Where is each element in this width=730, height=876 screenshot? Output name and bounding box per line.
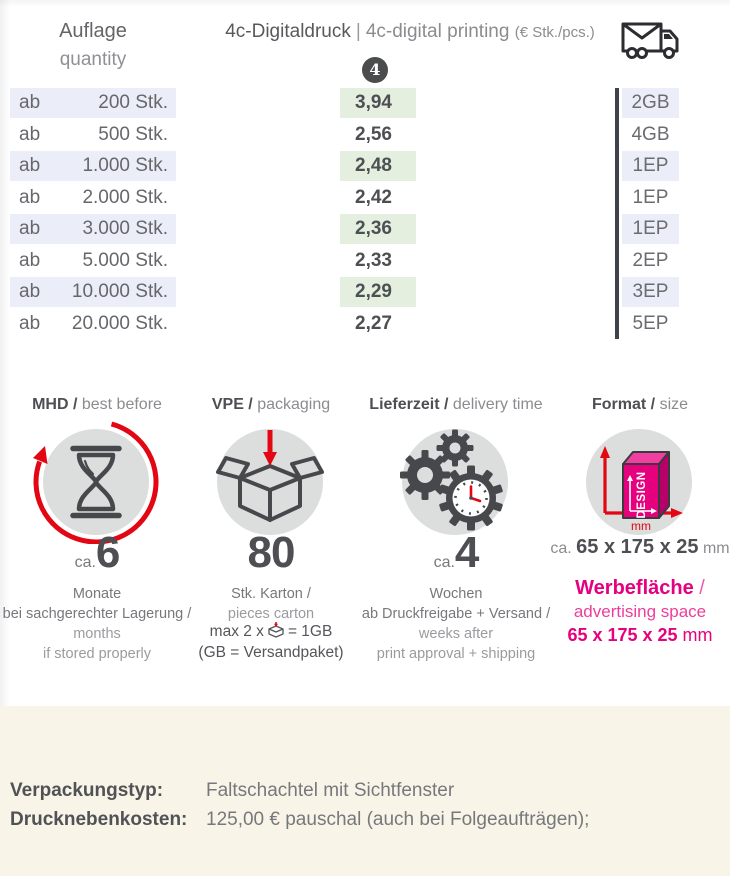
section-title: Format / size bbox=[591, 396, 689, 413]
hourglass-icon bbox=[32, 418, 162, 549]
column-number-badge: 4 bbox=[362, 57, 388, 83]
packaging-cell: 1EP bbox=[622, 151, 679, 181]
print-costs-label: Drucknebenkosten: bbox=[10, 809, 188, 830]
page-top-shadow bbox=[0, 0, 730, 7]
quantity-cell: ab 1.000 Stk. bbox=[10, 151, 176, 181]
packaging-cell: 5EP bbox=[632, 312, 669, 334]
table-row: ab 2.000 Stk. 2,42 1EP bbox=[0, 183, 730, 213]
advertising-space-block: Werbefläche / advertising space 65 x 175… bbox=[525, 576, 730, 648]
shelf-life-notes: Monate bei sachgerechter Lagerung / mont… bbox=[2, 586, 192, 662]
price-cell: 2,27 bbox=[355, 312, 392, 334]
quantity-cell: ab 200 Stk. bbox=[10, 88, 176, 118]
mini-box-icon bbox=[267, 622, 285, 642]
section-format: Format / size D bbox=[545, 396, 730, 645]
shelf-life-value: ca.6 bbox=[74, 528, 121, 577]
advertising-space-title-en: advertising space bbox=[573, 602, 707, 621]
price-cell: 2,29 bbox=[340, 277, 416, 307]
table-row: ab 20.000 Stk. 2,27 5EP bbox=[0, 309, 730, 339]
table-row: ab 10.000 Stk. 2,29 3EP bbox=[0, 277, 730, 307]
quantity-cell: ab 3.000 Stk. bbox=[10, 214, 176, 244]
print-title-de: 4c-Digitaldruck bbox=[225, 21, 351, 42]
quantity-cell: ab 20.000 Stk. bbox=[19, 312, 168, 334]
section-delivery-time: Lieferzeit / delivery time bbox=[361, 396, 551, 662]
carton-quantity-value: 80 bbox=[247, 528, 296, 577]
format-size-value: ca. 65 x 175 x 25 mm bbox=[550, 536, 730, 558]
packaging-divider-rule bbox=[615, 88, 619, 339]
table-row: ab 5.000 Stk. 2,33 2EP bbox=[0, 246, 730, 276]
mm-axis-label: mm bbox=[631, 519, 651, 533]
design-label: DESIGN bbox=[636, 471, 648, 518]
section-best-before: MHD / best before ca.6 Monate be bbox=[2, 396, 192, 662]
packaging-cell: 2GB bbox=[622, 88, 679, 118]
price-cell: 2,48 bbox=[340, 151, 416, 181]
section-title: Lieferzeit / delivery time bbox=[369, 396, 543, 413]
print-title-en: 4c-digital printing bbox=[365, 21, 510, 42]
packaging-type-label: Verpackungstyp: bbox=[10, 780, 164, 801]
delivery-notes: Wochen ab Druckfreigabe + Versand / week… bbox=[361, 586, 551, 662]
shipping-package-note: max 2 x = 1GB (GB = Versandpaket) bbox=[198, 622, 344, 661]
advertising-space-title: Werbefläche / bbox=[575, 577, 705, 599]
gears-clock-icon bbox=[391, 418, 521, 549]
table-row: ab 3.000 Stk. 2,36 1EP bbox=[0, 214, 730, 244]
price-cell: 3,94 bbox=[340, 88, 416, 118]
table-row: ab 500 Stk. 2,56 4GB bbox=[0, 120, 730, 150]
packaging-cell: 1EP bbox=[622, 214, 679, 244]
packaging-cell: 4GB bbox=[631, 123, 670, 145]
auflage-label: Auflage bbox=[59, 20, 127, 42]
carton-notes: Stk. Karton / pieces carton bbox=[227, 586, 315, 622]
section-title: MHD / best before bbox=[32, 396, 162, 413]
page-left-shadow bbox=[0, 0, 10, 876]
price-cell: 2,56 bbox=[355, 123, 392, 145]
unit-note: (€ Stk./pcs.) bbox=[514, 24, 595, 41]
packaging-cell: 1EP bbox=[632, 186, 669, 208]
print-costs-row: Drucknebenkosten: 125,00 € pauschal (auch… bbox=[10, 805, 720, 834]
quantity-cell: ab 500 Stk. bbox=[19, 123, 168, 145]
table-row: ab 200 Stk. 3,94 2GB bbox=[0, 88, 730, 118]
packaging-cell: 3EP bbox=[622, 277, 679, 307]
mail-truck-icon bbox=[620, 19, 690, 68]
table-row: ab 1.000 Stk. 2,48 1EP bbox=[0, 151, 730, 181]
print-costs-value: 125,00 € pauschal (auch bei Folgeaufträg… bbox=[206, 809, 590, 830]
price-cell: 2,33 bbox=[355, 249, 392, 271]
open-box-icon bbox=[206, 418, 336, 549]
packaging-type-value: Faltschachtel mit Sichtfenster bbox=[206, 780, 455, 801]
details-panel: Verpackungstyp: Faltschachtel mit Sichtfe… bbox=[0, 706, 730, 876]
section-packaging: VPE / packaging 80 Stk. Karton / bbox=[176, 396, 366, 661]
quantity-cell: ab 2.000 Stk. bbox=[19, 186, 168, 208]
print-type-header: 4c-Digitaldruck | 4c-digital printing (€ S… bbox=[175, 21, 645, 43]
quantity-cell: ab 5.000 Stk. bbox=[19, 249, 168, 271]
price-cell: 2,42 bbox=[355, 186, 392, 208]
title-separator: | bbox=[355, 21, 361, 42]
quantity-label: quantity bbox=[59, 49, 127, 70]
price-cell: 2,36 bbox=[340, 214, 416, 244]
section-title: VPE / packaging bbox=[211, 396, 331, 413]
packaging-type-row: Verpackungstyp: Faltschachtel mit Sichtfe… bbox=[10, 776, 720, 805]
quantity-column-header: Auflage quantity bbox=[20, 20, 166, 71]
quantity-cell: ab 10.000 Stk. bbox=[10, 277, 176, 307]
delivery-weeks-value: ca.4 bbox=[433, 528, 480, 577]
packaging-cell: 2EP bbox=[632, 249, 669, 271]
advertising-space-size: 65 x 175 x 25 mm bbox=[567, 625, 713, 645]
design-box-icon: DESIGN mm bbox=[575, 418, 705, 549]
